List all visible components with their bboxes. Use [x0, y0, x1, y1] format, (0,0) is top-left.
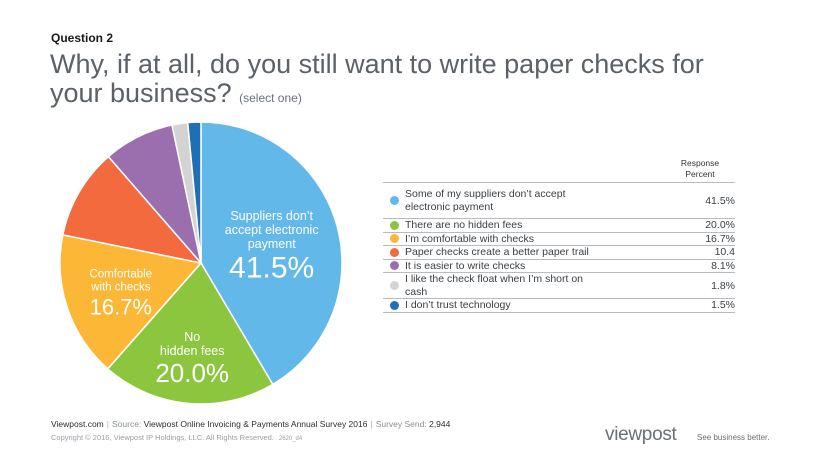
pie-slice-6 [186, 121, 202, 264]
legend-label-5: I like the check float when I’m short on… [405, 272, 595, 299]
legend-row: Paper checks create a better paper trail… [383, 245, 735, 260]
response-header-line-1: Response [680, 158, 720, 168]
legend-swatch-5 [389, 281, 399, 291]
footer-source-name: Viewpost Online Invoicing & Payments Ann… [143, 419, 368, 429]
pie-label-0-line-1: accept electronic [225, 223, 319, 237]
legend-swatch-0 [389, 196, 399, 206]
legend-swatch-6 [389, 300, 399, 310]
pie-value-2: 16.7% [90, 294, 152, 319]
legend-label-6: I don’t trust technology [405, 298, 595, 313]
title-main: Why, if at all, do you still want to wri… [50, 49, 704, 108]
legend-swatch-cell [383, 232, 405, 246]
legend-label-4: It is easier to write checks [405, 259, 595, 273]
footer-source: Viewpost.com | Source: Viewpost Online Inv… [51, 419, 451, 429]
footer-send-label: Survey Send: [375, 419, 427, 429]
footer-send-value: 2,944 [429, 419, 451, 429]
pie-slice-1 [106, 261, 274, 405]
legend-table: Some of my suppliers don’t accept electr… [383, 182, 735, 313]
legend-swatch-1 [389, 220, 399, 230]
pie-value-1: 20.0% [155, 358, 229, 388]
pie-label-2-line-1: with checks [90, 281, 151, 293]
footer-site: Viewpost.com [51, 419, 104, 429]
page-title: Why, if at all, do you still want to wri… [50, 50, 750, 113]
legend-swatch-cell [383, 245, 405, 260]
legend-percent-4: 8.1% [595, 259, 735, 273]
pie-label-1-line-1: hidden fees [160, 344, 225, 358]
legend-label-0: Some of my suppliers don’t accept electr… [405, 182, 595, 219]
legend-row: It is easier to write checks 8.1% [383, 259, 735, 273]
legend-swatch-cell [383, 272, 405, 299]
legend-swatch-3 [389, 247, 399, 257]
legend-row: There are no hidden fees 20.0% [383, 218, 735, 233]
pie-value-0: 41.5% [229, 251, 314, 284]
footer-source-label: Source: [111, 419, 142, 429]
legend-row: I don’t trust technology 1.5% [383, 298, 735, 313]
legend-percent-0: 41.5% [595, 182, 735, 219]
brand-tagline: See business better. [697, 433, 770, 442]
legend-label-3: Paper checks create a better paper trail [405, 245, 595, 260]
footer-copyright: Copyright © 2016, Viewpost IP Holdings, … [51, 433, 302, 442]
legend-row: I like the check float when I’m short on… [383, 272, 735, 299]
legend-row: Some of my suppliers don’t accept electr… [383, 182, 735, 219]
legend-label-2: I’m comfortable with checks [405, 232, 595, 246]
response-percent-header: Response Percent [668, 158, 732, 180]
title-sub: (select one) [239, 91, 302, 105]
pie-label-1-line-0: No [184, 330, 200, 344]
pie-label-0-line-0: Suppliers don’t [230, 209, 313, 223]
legend-swatch-cell [383, 259, 405, 273]
brand-logo: viewpost [605, 424, 677, 445]
pie-label-2-line-0: Comfortable [89, 268, 152, 280]
legend-percent-2: 16.7% [595, 232, 735, 246]
legend-swatch-4 [389, 261, 399, 271]
legend-percent-5: 1.8% [595, 272, 735, 299]
legend-label-1: There are no hidden fees [405, 218, 595, 233]
response-header-line-2: Percent [685, 169, 715, 179]
copyright-text: Copyright © 2016, Viewpost IP Holdings, … [51, 433, 274, 442]
legend-swatch-cell [383, 218, 405, 233]
legend-percent-6: 1.5% [595, 298, 735, 313]
legend-percent-1: 20.0% [595, 218, 735, 233]
legend-row: I’m comfortable with checks 16.7% [383, 232, 735, 246]
pie-label-0-line-2: payment [248, 237, 296, 251]
legend-swatch-cell [383, 182, 405, 219]
pie-slice-3 [61, 155, 204, 265]
pie-slice-0 [200, 121, 343, 386]
legend-swatch-cell [383, 298, 405, 313]
legend-swatch-2 [389, 234, 399, 244]
doc-code: 2620_d4 [278, 436, 303, 442]
pie-slice-2 [59, 233, 203, 370]
question-label: Question 2 [51, 31, 114, 45]
legend-percent-3: 10.4 [595, 245, 735, 260]
